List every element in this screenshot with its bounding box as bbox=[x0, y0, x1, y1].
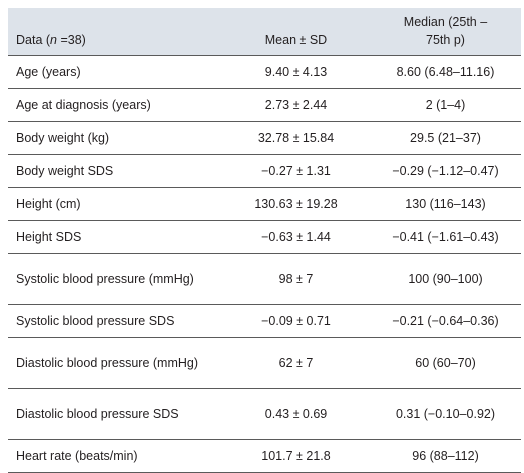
row-median: 130 (116–143) bbox=[370, 187, 521, 221]
header-data-suffix: =38) bbox=[57, 33, 86, 47]
table-row: Height SDS −0.63 ± 1.44 −0.41 (−1.61–0.4… bbox=[8, 220, 521, 254]
table-row: Systolic blood pressure SDS −0.09 ± 0.71… bbox=[8, 304, 521, 338]
table-row: Heart rate (beats/min) 101.7 ± 21.8 96 (… bbox=[8, 439, 521, 473]
table-body: Age (years) 9.40 ± 4.13 8.60 (6.48–11.16… bbox=[8, 55, 521, 473]
table-row: Systolic blood pressure (mmHg) 98 ± 7 10… bbox=[8, 253, 521, 305]
row-mean: 2.73 ± 2.44 bbox=[222, 88, 370, 122]
table-row: Age at diagnosis (years) 2.73 ± 2.44 2 (… bbox=[8, 88, 521, 122]
header-median-line1: Median (25th – bbox=[403, 15, 488, 29]
row-label: Height (cm) bbox=[8, 187, 222, 221]
table-row: Body weight (kg) 32.78 ± 15.84 29.5 (21–… bbox=[8, 121, 521, 155]
row-label: Systolic blood pressure (mmHg) bbox=[8, 253, 222, 305]
table-row: Height (cm) 130.63 ± 19.28 130 (116–143) bbox=[8, 187, 521, 221]
header-data: Data (n =38) bbox=[8, 8, 222, 56]
table-row: Age (years) 9.40 ± 4.13 8.60 (6.48–11.16… bbox=[8, 55, 521, 89]
row-mean: 9.40 ± 4.13 bbox=[222, 55, 370, 89]
row-mean: 98 ± 7 bbox=[222, 253, 370, 305]
row-label: Body weight SDS bbox=[8, 154, 222, 188]
patient-characteristics-table: Data (n =38) Mean ± SD Median (25th – 75t… bbox=[8, 8, 521, 473]
row-label: Age at diagnosis (years) bbox=[8, 88, 222, 122]
row-median: 100 (90–100) bbox=[370, 253, 521, 305]
row-mean: −0.63 ± 1.44 bbox=[222, 220, 370, 254]
row-label: Heart rate (beats/min) bbox=[8, 439, 222, 473]
row-median: −0.21 (−0.64–0.36) bbox=[370, 304, 521, 338]
header-data-prefix: Data ( bbox=[16, 33, 51, 47]
row-median: 0.31 (−0.10–0.92) bbox=[370, 388, 521, 440]
header-median-line2: 75th p) bbox=[426, 33, 465, 47]
row-label: Diastolic blood pressure (mmHg) bbox=[8, 337, 222, 389]
row-median: −0.41 (−1.61–0.43) bbox=[370, 220, 521, 254]
row-mean: −0.27 ± 1.31 bbox=[222, 154, 370, 188]
row-label: Age (years) bbox=[8, 55, 222, 89]
row-median: 96 (88–112) bbox=[370, 439, 521, 473]
row-median: −0.29 (−1.12–0.47) bbox=[370, 154, 521, 188]
row-median: 60 (60–70) bbox=[370, 337, 521, 389]
header-n-italic: n bbox=[50, 33, 57, 47]
table-row: Diastolic blood pressure (mmHg) 62 ± 7 6… bbox=[8, 337, 521, 389]
table-row: Diastolic blood pressure SDS 0.43 ± 0.69… bbox=[8, 388, 521, 440]
row-median: 8.60 (6.48–11.16) bbox=[370, 55, 521, 89]
table-row: Body weight SDS −0.27 ± 1.31 −0.29 (−1.1… bbox=[8, 154, 521, 188]
header-median: Median (25th – 75th p) bbox=[370, 8, 521, 56]
row-label: Systolic blood pressure SDS bbox=[8, 304, 222, 338]
row-label: Height SDS bbox=[8, 220, 222, 254]
data-table-container: Data (n =38) Mean ± SD Median (25th – 75t… bbox=[8, 8, 521, 473]
row-mean: 32.78 ± 15.84 bbox=[222, 121, 370, 155]
row-mean: 62 ± 7 bbox=[222, 337, 370, 389]
header-mean-sd: Mean ± SD bbox=[264, 33, 328, 47]
row-median: 29.5 (21–37) bbox=[370, 121, 521, 155]
row-mean: −0.09 ± 0.71 bbox=[222, 304, 370, 338]
row-label: Body weight (kg) bbox=[8, 121, 222, 155]
row-mean: 101.7 ± 21.8 bbox=[222, 439, 370, 473]
header-row: Data (n =38) Mean ± SD Median (25th – 75t… bbox=[8, 8, 521, 56]
row-label: Diastolic blood pressure SDS bbox=[8, 388, 222, 440]
table-header: Data (n =38) Mean ± SD Median (25th – 75t… bbox=[8, 8, 521, 56]
row-mean: 130.63 ± 19.28 bbox=[222, 187, 370, 221]
row-mean: 0.43 ± 0.69 bbox=[222, 388, 370, 440]
row-median: 2 (1–4) bbox=[370, 88, 521, 122]
